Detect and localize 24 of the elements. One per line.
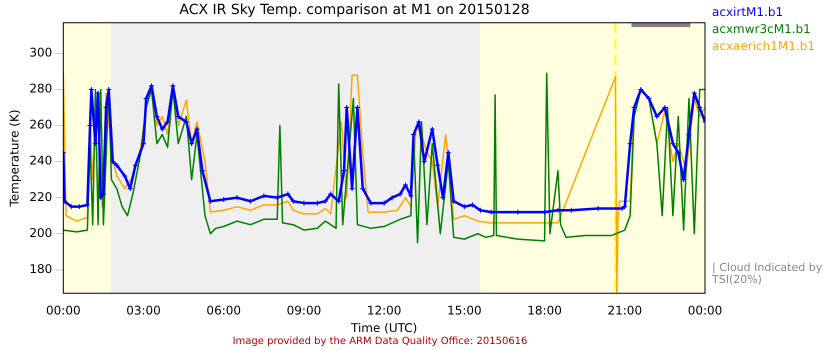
- y-tick-label: 200: [29, 226, 52, 240]
- x-tick-label: 00:00: [46, 304, 81, 318]
- text: | Cloud Indicated by TSI(20%): [712, 261, 824, 286]
- text: Image provided by the ARM Data Quality Office: 20150616: [232, 336, 528, 347]
- x-tick-label: 09:00: [286, 304, 322, 318]
- x-tick-label: 06:00: [206, 304, 242, 318]
- text: acxirtM1.b1: [712, 4, 784, 21]
- y-tick-label: 240: [29, 154, 52, 168]
- text: acxaerich1M1.b1: [712, 38, 815, 55]
- x-tick-label: 15:00: [447, 304, 482, 318]
- y-tick-label: 300: [29, 46, 52, 60]
- x-tick-label: 12:00: [366, 304, 402, 318]
- x-axis-title: Time (UTC): [350, 320, 418, 335]
- text: acxmwr3cM1.b1: [712, 21, 812, 38]
- y-tick-label: 220: [29, 190, 52, 204]
- x-tick-label: 18:00: [527, 304, 562, 318]
- y-tick-label: 280: [29, 82, 52, 96]
- x-tick-label: 03:00: [126, 304, 161, 318]
- chart-title: ACX IR Sky Temp. comparison at M1 on 20150128: [179, 2, 530, 18]
- x-tick-label: 21:00: [607, 304, 642, 318]
- x-tick-label: 00:00: [688, 304, 722, 318]
- y-tick-label: 180: [29, 262, 52, 276]
- y-tick-label: 260: [29, 118, 52, 132]
- y-axis-title: Temperature (K): [7, 109, 22, 208]
